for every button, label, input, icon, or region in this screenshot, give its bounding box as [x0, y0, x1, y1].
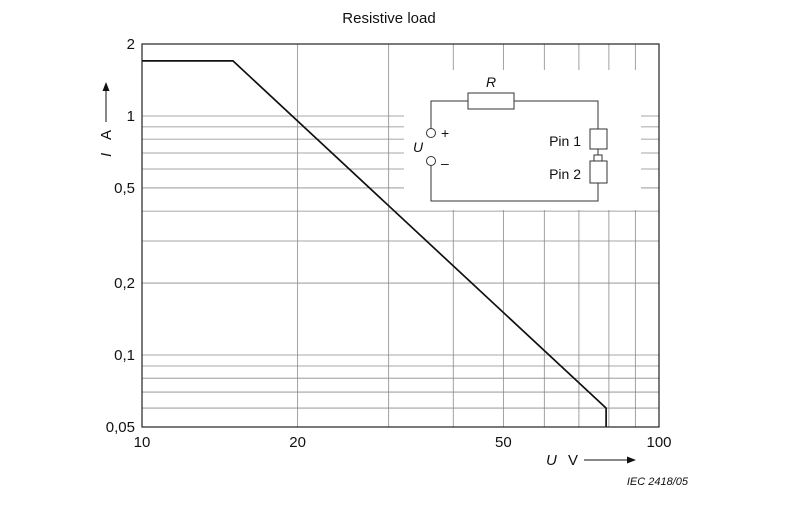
plot-border [141, 43, 660, 428]
x-tick-label: 20 [289, 434, 306, 451]
pin1-symbol [589, 128, 608, 150]
x-tick-label: 10 [134, 434, 151, 451]
chart-title: Resistive load [342, 10, 435, 27]
y-tick-label: 0,05 [106, 419, 135, 436]
y-tick-label: 0,5 [114, 180, 135, 197]
y-axis-symbol: I [98, 153, 115, 157]
pin2-symbol [589, 160, 608, 184]
plus-sign: + [441, 125, 449, 141]
y-axis-unit: A [98, 130, 115, 140]
y-axis-arrowhead [102, 82, 110, 91]
resistor-symbol [467, 92, 515, 110]
pin2-label: Pin 2 [549, 166, 581, 182]
plot-frame [141, 43, 660, 428]
x-axis-unit: V [568, 452, 578, 469]
resistor-label: R [486, 74, 496, 90]
terminal-plus [426, 128, 436, 138]
x-axis-arrowhead [627, 456, 636, 464]
source-label: U [413, 139, 424, 155]
series-line [142, 60, 607, 427]
y-tick-label: 2 [127, 36, 135, 53]
x-tick-label: 50 [495, 434, 512, 451]
x-axis-symbol: U [546, 452, 557, 469]
y-tick-label: 0,2 [114, 275, 135, 292]
circuit-wire [430, 165, 599, 202]
figure-reference: IEC 2418/05 [627, 476, 689, 488]
axis-labels: U VIA [98, 82, 636, 469]
tick-labels: 10 20 50 100 0,05 0,1 0,2 0,5 1 2 [106, 36, 672, 451]
circuit-wire [514, 100, 599, 129]
minus-sign: – [441, 155, 449, 171]
inset-background [404, 70, 641, 210]
y-tick-label: 1 [127, 108, 135, 125]
y-tick-label: 0,1 [114, 347, 135, 364]
series-layer [142, 60, 607, 427]
x-tick-label: 100 [646, 434, 671, 451]
circuit-wire [430, 100, 468, 128]
pin1-label: Pin 1 [549, 133, 581, 149]
terminal-minus [426, 156, 436, 166]
circuit-inset: R + – U Pin 1 Pin 2 [404, 70, 641, 210]
